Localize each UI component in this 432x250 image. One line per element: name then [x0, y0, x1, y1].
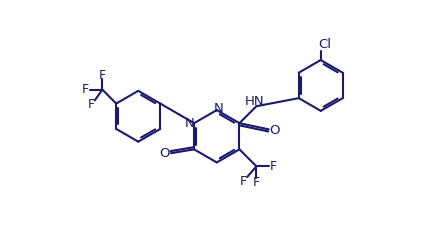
Text: F: F	[270, 160, 277, 173]
Text: N: N	[184, 118, 194, 130]
Text: N: N	[213, 102, 223, 115]
Text: F: F	[253, 176, 260, 189]
Text: HN: HN	[244, 95, 264, 108]
Text: F: F	[87, 98, 94, 111]
Text: O: O	[159, 147, 169, 160]
Text: O: O	[270, 124, 280, 137]
Text: F: F	[99, 68, 106, 82]
Text: Cl: Cl	[318, 38, 331, 51]
Text: F: F	[240, 175, 247, 188]
Text: F: F	[82, 83, 89, 96]
